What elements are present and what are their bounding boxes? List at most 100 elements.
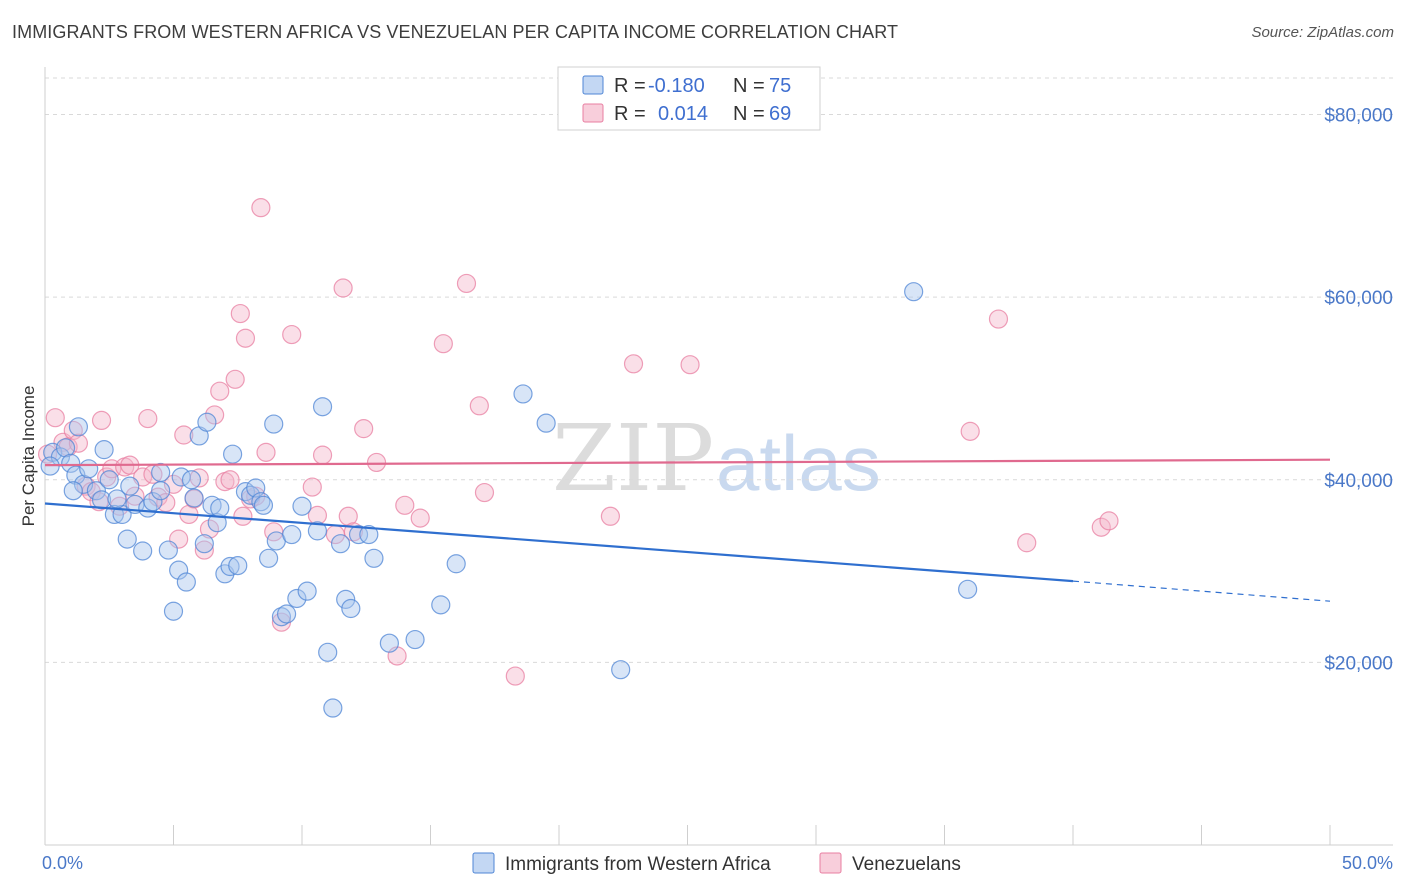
point-western-africa (197, 412, 217, 432)
point-western-africa (117, 529, 137, 549)
point-western-africa (318, 642, 338, 662)
grid-lines: $20,000 $40,000 $60,000 $80,000 (45, 77, 1393, 674)
point-western-africa (176, 572, 196, 592)
trend-line-venezuelans (44, 458, 1331, 467)
point-western-africa (223, 444, 243, 464)
point-venezuelan (680, 355, 700, 375)
legend-r-value: -0.180 (648, 75, 705, 97)
point-western-africa (163, 601, 184, 621)
point-western-africa (264, 414, 284, 434)
y-axis-title: Per Capita Income (19, 386, 38, 527)
point-western-africa (94, 440, 114, 460)
point-venezuelan (251, 198, 271, 218)
point-venezuelan (68, 433, 89, 453)
legend-swatch-western-africa (472, 852, 495, 874)
point-western-africa (151, 481, 171, 501)
point-western-africa (133, 541, 153, 561)
point-western-africa (611, 660, 631, 680)
point-venezuelan (194, 540, 214, 560)
point-western-africa (228, 555, 248, 576)
point-western-africa (292, 496, 312, 516)
watermark-zip: ZIP (552, 405, 714, 512)
point-venezuelan (1091, 517, 1111, 537)
point-western-africa (207, 513, 227, 533)
axes: 0.0% 50.0% (42, 67, 1393, 873)
point-venezuelan (410, 508, 430, 528)
point-venezuelan (282, 324, 302, 345)
point-western-africa (323, 698, 343, 718)
point-western-africa (184, 488, 204, 508)
point-western-africa (513, 384, 533, 404)
point-venezuelan (395, 495, 415, 515)
point-venezuelan (45, 408, 65, 428)
legend-r-label: R = (614, 103, 646, 125)
y-tick-label: $40,000 (1324, 471, 1393, 492)
point-venezuelan (960, 421, 980, 441)
point-western-africa (181, 470, 202, 490)
x-tick-label: 0.0% (42, 853, 83, 873)
point-venezuelan (63, 420, 83, 441)
point-western-africa (235, 482, 256, 502)
point-venezuelan (456, 273, 477, 294)
point-venezuelan (220, 470, 240, 490)
point-venezuelan (199, 519, 220, 539)
point-venezuelan (433, 334, 453, 354)
legend-r-value: 0.014 (658, 103, 708, 125)
x-tick-label: 50.0% (1342, 853, 1393, 873)
point-western-africa (258, 548, 279, 568)
point-western-africa (99, 470, 119, 490)
chart-title: IMMIGRANTS FROM WESTERN AFRICA VS VENEZU… (12, 22, 899, 42)
point-western-africa (282, 524, 302, 545)
point-venezuelan (1099, 511, 1119, 531)
point-venezuelan (91, 410, 112, 431)
point-venezuelan (138, 408, 158, 429)
point-western-africa (202, 495, 222, 515)
point-venezuelan (302, 477, 322, 497)
point-western-africa (220, 556, 240, 577)
point-venezuelan (1017, 533, 1037, 553)
point-venezuelan (469, 396, 489, 416)
point-venezuelan (505, 666, 525, 686)
legend-n-value: 75 (769, 75, 791, 97)
point-venezuelan (210, 381, 230, 401)
point-western-africa (151, 462, 171, 483)
point-venezuelan (333, 278, 353, 298)
point-venezuelan (225, 369, 245, 389)
trend-line-western-africa (44, 502, 1074, 583)
point-venezuelan (988, 309, 1009, 329)
legend-swatch-blue (582, 75, 604, 95)
point-western-africa (405, 629, 425, 650)
point-western-africa (169, 560, 189, 580)
point-western-africa (341, 598, 361, 619)
point-venezuelan (256, 442, 276, 462)
point-western-africa (63, 481, 83, 501)
point-western-africa (364, 548, 384, 568)
y-tick-label: $60,000 (1324, 288, 1393, 309)
series-legend: Immigrants from Western Africa Venezuela… (472, 852, 961, 875)
point-western-africa (107, 489, 127, 509)
y-tick-label: $80,000 (1324, 106, 1393, 127)
point-venezuelan (235, 328, 256, 348)
point-western-africa (330, 534, 351, 554)
legend-n-label: N = (733, 103, 765, 125)
point-western-africa (79, 459, 99, 479)
trend-lines (44, 458, 1331, 602)
point-western-africa (904, 282, 924, 302)
point-venezuelan (623, 354, 644, 374)
y-tick-label: $20,000 (1324, 653, 1393, 674)
point-western-africa (336, 589, 356, 609)
point-western-africa (68, 417, 89, 437)
point-western-africa (958, 579, 978, 599)
legend-r-label: R = (614, 75, 646, 97)
point-venezuelan (474, 482, 495, 503)
point-venezuelan (600, 506, 621, 526)
point-western-africa (61, 453, 81, 473)
point-western-africa (312, 397, 333, 417)
point-western-africa (55, 438, 76, 458)
point-venezuelan (338, 506, 358, 526)
point-western-africa (359, 524, 379, 545)
legend-n-label: N = (733, 75, 765, 97)
point-venezuelan (233, 506, 253, 526)
point-venezuelan (205, 405, 225, 425)
